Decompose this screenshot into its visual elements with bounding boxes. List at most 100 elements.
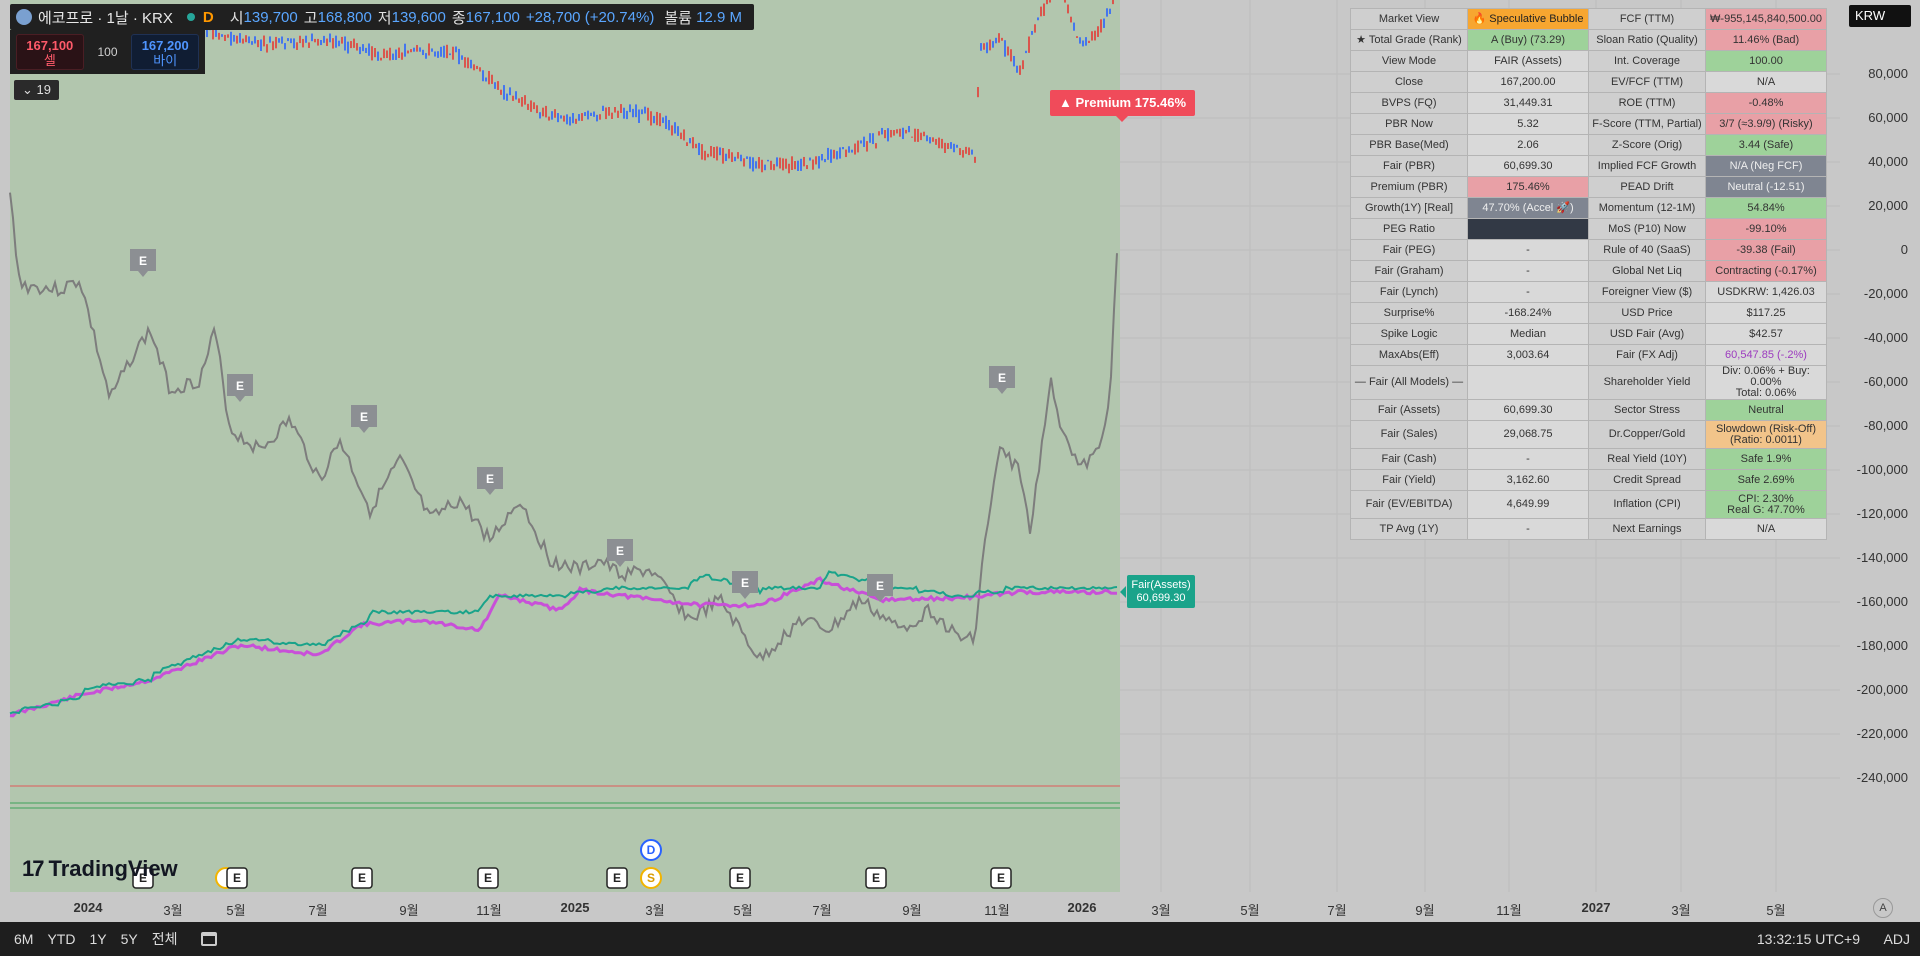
metric-value: Contracting (-0.17%) — [1705, 260, 1827, 282]
metrics-row: TP Avg (1Y) - Next Earnings N/A — [1350, 518, 1827, 540]
metrics-row: Fair (PBR) 60,699.30 Implied FCF Growth N/A… — [1350, 155, 1827, 177]
range-button[interactable]: 1Y — [89, 931, 107, 947]
fair-assets-line — [9, 570, 1118, 715]
earnings-event-marker[interactable]: E — [351, 867, 373, 889]
fair-label-title: Fair(Assets) — [1131, 579, 1191, 591]
metric-label: Market View — [1350, 8, 1468, 30]
metrics-row: Fair (Lynch) - Foreigner View ($) USDKRW: 1… — [1350, 281, 1827, 303]
metric-label: Z-Score (Orig) — [1588, 134, 1706, 156]
metric-label: FCF (TTM) — [1588, 8, 1706, 30]
metrics-row: Close 167,200.00 EV/FCF (TTM) N/A — [1350, 71, 1827, 93]
metric-label: Sector Stress — [1588, 399, 1706, 421]
metrics-row: Fair (Graham) - Global Net Liq Contracting … — [1350, 260, 1827, 282]
metric-label: Implied FCF Growth — [1588, 155, 1706, 177]
metrics-row: Surprise% -168.24% USD Price $117.25 — [1350, 302, 1827, 324]
event-marker[interactable]: D — [640, 839, 662, 861]
time-tick-label: 5월 — [1766, 903, 1786, 918]
metric-label: MaxAbs(Eff) — [1350, 344, 1468, 366]
sell-button[interactable]: 167,100 셀 — [16, 34, 84, 70]
time-tick-label: 5월 — [733, 903, 753, 918]
metrics-row: PBR Base(Med) 2.06 Z-Score (Orig) 3.44 (Saf… — [1350, 134, 1827, 156]
premium-line — [9, 192, 1118, 662]
metric-value: Median — [1467, 323, 1589, 345]
low-label: 저 — [377, 9, 392, 27]
low-value: 139,600 — [391, 8, 446, 26]
indicators-collapse-button[interactable]: ⌄ 19 — [14, 80, 59, 100]
earnings-event-marker[interactable]: E — [729, 867, 751, 889]
metric-value: Div: 0.06% + Buy: 0.00% Total: 0.06% — [1705, 365, 1827, 400]
symbol-legend[interactable]: 에코프로 · 1날 · KRX D 시 139,700 고 168,800 저 139… — [10, 4, 754, 30]
earnings-event-marker[interactable]: E — [477, 867, 499, 889]
metric-value: -168.24% — [1467, 302, 1589, 324]
earnings-event-marker[interactable]: E — [132, 867, 154, 889]
metrics-row: PEG Ratio MoS (P10) Now -99.10% — [1350, 218, 1827, 240]
earnings-markers: E E E E E E E E — [130, 249, 1015, 602]
metric-label: Credit Spread — [1588, 469, 1706, 491]
time-tick-label: 2027 — [1581, 900, 1611, 915]
metric-label: Growth(1Y) [Real] — [1350, 197, 1468, 219]
price-tick-label: -80,000 — [1863, 418, 1908, 433]
range-button[interactable]: 전체 — [151, 931, 178, 947]
price-tick-label: -160,000 — [1856, 594, 1908, 609]
buy-button[interactable]: 167,200 바이 — [131, 34, 199, 70]
metric-label: Fair (Cash) — [1350, 448, 1468, 470]
range-button[interactable]: 5Y — [120, 931, 138, 947]
earnings-event-marker[interactable]: E — [226, 867, 248, 889]
earnings-marker: E — [989, 366, 1015, 394]
market-open-icon — [186, 13, 195, 21]
svg-text:E: E — [236, 379, 244, 393]
auto-scale-button[interactable]: A — [1873, 898, 1893, 918]
metric-label: MoS (P10) Now — [1588, 218, 1706, 240]
svg-text:E: E — [872, 871, 880, 885]
svg-text:E: E — [139, 254, 147, 268]
svg-text:E: E — [139, 871, 147, 885]
metric-value: 4,649.99 — [1467, 490, 1589, 519]
quantity-field[interactable]: 100 — [97, 45, 118, 59]
metric-value: Safe 2.69% — [1705, 469, 1827, 491]
event-markers[interactable]: E E E E E E E E DS — [132, 839, 1012, 889]
adjust-button[interactable]: ADJ — [1883, 931, 1910, 947]
metric-value: A (Buy) (73.29) — [1467, 29, 1589, 51]
high-label: 고 — [303, 9, 318, 27]
metric-value: - — [1467, 281, 1589, 303]
chart-shade — [10, 0, 1120, 892]
currency-badge[interactable]: KRW — [1849, 5, 1911, 27]
metric-value: 175.46% — [1467, 176, 1589, 198]
metrics-row: BVPS (FQ) 31,449.31 ROE (TTM) -0.48% — [1350, 92, 1827, 114]
svg-text:S: S — [647, 871, 655, 885]
metric-label: TP Avg (1Y) — [1350, 518, 1468, 540]
metric-value: 3,162.60 — [1467, 469, 1589, 491]
time-tick-label: 5월 — [226, 903, 246, 918]
chevron-down-icon: ⌄ — [22, 82, 33, 97]
svg-text:E: E — [741, 576, 749, 590]
metric-label: Surprise% — [1350, 302, 1468, 324]
event-marker[interactable]: S — [640, 867, 662, 889]
metric-label: Fair (Sales) — [1350, 420, 1468, 449]
earnings-event-marker[interactable]: E — [606, 867, 628, 889]
range-button[interactable]: 6M — [14, 931, 34, 947]
trade-panel: 167,100 셀 100 167,200 바이 — [10, 30, 205, 74]
price-tick-label: 40,000 — [1868, 154, 1908, 169]
earnings-event-marker[interactable]: E — [865, 867, 887, 889]
metric-value: 11.46% (Bad) — [1705, 29, 1827, 51]
tradingview-logo[interactable]: 17 TradingView — [22, 856, 178, 882]
symbol-name[interactable]: 에코프로 · 1날 · KRX — [38, 9, 173, 27]
metrics-row: Fair (Yield) 3,162.60 Credit Spread Safe 2.… — [1350, 469, 1827, 491]
range-button[interactable]: YTD — [47, 931, 76, 947]
svg-text:E: E — [616, 544, 624, 558]
time-tick-label: 2024 — [73, 900, 103, 915]
clock[interactable]: 13:32:15 UTC+9 — [1756, 931, 1860, 947]
svg-text:E: E — [736, 871, 744, 885]
metrics-row: Fair (Sales) 29,068.75 Dr.Copper/Gold Slowd… — [1350, 420, 1827, 449]
price-tick-label: -140,000 — [1856, 550, 1908, 565]
metric-value: N/A — [1705, 518, 1827, 540]
metric-label: Fair (PBR) — [1350, 155, 1468, 177]
sell-label: 셀 — [43, 53, 56, 68]
earnings-event-marker[interactable]: E — [990, 867, 1012, 889]
calendar-icon[interactable] — [201, 932, 218, 946]
metrics-row: Fair (EV/EBITDA) 4,649.99 Inflation (CPI) C… — [1350, 490, 1827, 519]
svg-text:E: E — [997, 871, 1005, 885]
metric-label: PBR Base(Med) — [1350, 134, 1468, 156]
close-value: 167,100 — [465, 8, 520, 26]
